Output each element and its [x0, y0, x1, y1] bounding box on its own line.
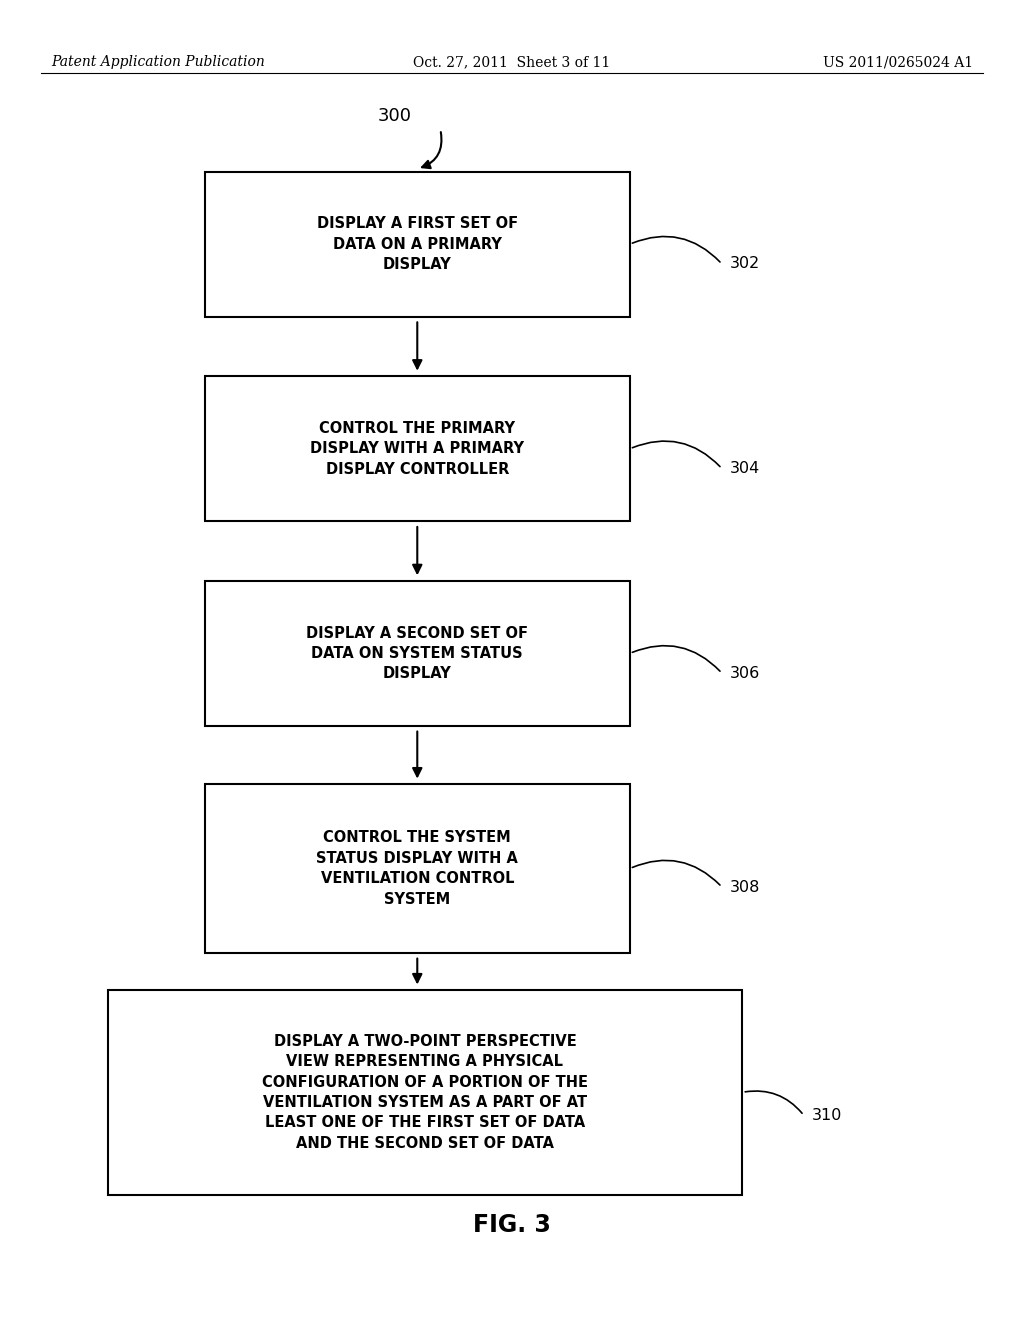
- Text: 304: 304: [730, 461, 761, 477]
- Text: 308: 308: [730, 879, 761, 895]
- FancyBboxPatch shape: [205, 172, 630, 317]
- FancyArrowPatch shape: [632, 861, 720, 884]
- FancyArrowPatch shape: [422, 132, 441, 168]
- Text: 302: 302: [730, 256, 761, 272]
- Text: Oct. 27, 2011  Sheet 3 of 11: Oct. 27, 2011 Sheet 3 of 11: [414, 55, 610, 70]
- FancyBboxPatch shape: [108, 990, 742, 1195]
- FancyBboxPatch shape: [205, 376, 630, 521]
- Text: CONTROL THE PRIMARY
DISPLAY WITH A PRIMARY
DISPLAY CONTROLLER: CONTROL THE PRIMARY DISPLAY WITH A PRIMA…: [310, 421, 524, 477]
- FancyBboxPatch shape: [205, 784, 630, 953]
- FancyArrowPatch shape: [633, 441, 720, 466]
- Text: 306: 306: [730, 665, 761, 681]
- FancyArrowPatch shape: [633, 645, 720, 671]
- Text: Patent Application Publication: Patent Application Publication: [51, 55, 265, 70]
- Text: DISPLAY A TWO-POINT PERSPECTIVE
VIEW REPRESENTING A PHYSICAL
CONFIGURATION OF A : DISPLAY A TWO-POINT PERSPECTIVE VIEW REP…: [262, 1034, 588, 1151]
- Text: CONTROL THE SYSTEM
STATUS DISPLAY WITH A
VENTILATION CONTROL
SYSTEM: CONTROL THE SYSTEM STATUS DISPLAY WITH A…: [316, 830, 518, 907]
- FancyBboxPatch shape: [205, 581, 630, 726]
- Text: US 2011/0265024 A1: US 2011/0265024 A1: [822, 55, 973, 70]
- Text: 300: 300: [377, 107, 412, 125]
- Text: DISPLAY A SECOND SET OF
DATA ON SYSTEM STATUS
DISPLAY: DISPLAY A SECOND SET OF DATA ON SYSTEM S…: [306, 626, 528, 681]
- Text: 310: 310: [812, 1107, 843, 1123]
- FancyArrowPatch shape: [745, 1092, 802, 1113]
- Text: DISPLAY A FIRST SET OF
DATA ON A PRIMARY
DISPLAY: DISPLAY A FIRST SET OF DATA ON A PRIMARY…: [316, 216, 518, 272]
- FancyArrowPatch shape: [633, 236, 720, 261]
- Text: FIG. 3: FIG. 3: [473, 1213, 551, 1237]
